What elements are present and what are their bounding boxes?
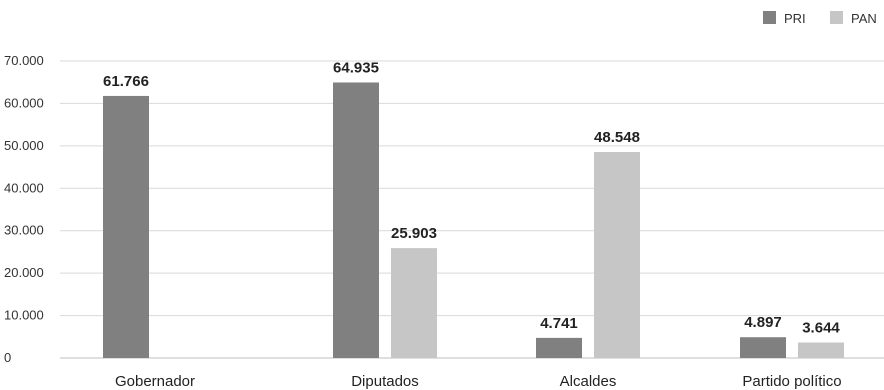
- legend-swatch-pan: [830, 11, 843, 24]
- y-tick-label: 0: [4, 350, 11, 365]
- y-tick-label: 60.000: [4, 95, 44, 110]
- data-label: 4.897: [744, 314, 782, 331]
- bar-pri-1: [333, 82, 379, 358]
- y-tick-label: 10.000: [4, 308, 44, 323]
- x-category-label: Diputados: [351, 373, 419, 390]
- y-tick-label: 70.000: [4, 53, 44, 68]
- y-axis: 0 10.000 20.000 30.000 40.000 50.000 60.000 70.…: [4, 53, 44, 365]
- bar-pri-3: [740, 337, 786, 358]
- legend-label-pri: PRI: [784, 11, 806, 26]
- y-tick-label: 30.000: [4, 223, 44, 238]
- bar-pri-2: [536, 337, 582, 358]
- data-label: 48.548: [594, 129, 640, 146]
- data-label: 4.741: [540, 315, 578, 332]
- x-category-label: Alcaldes: [560, 373, 617, 390]
- legend-swatch-pri: [763, 11, 776, 24]
- x-axis: Gobernador Diputados Alcaldes Partido polít…: [115, 373, 842, 390]
- data-label: 61.766: [103, 73, 149, 90]
- legend-label-pan: PAN: [851, 11, 877, 26]
- data-label: 64.935: [333, 59, 379, 76]
- data-label: 25.903: [391, 225, 437, 242]
- y-tick-label: 40.000: [4, 180, 44, 195]
- x-category-label: Gobernador: [115, 373, 195, 390]
- data-label: 3.644: [802, 320, 840, 337]
- bar-pan-1: [391, 248, 437, 358]
- legend: PRI PAN: [763, 11, 877, 26]
- y-tick-label: 50.000: [4, 138, 44, 153]
- bar-pan-2: [594, 152, 640, 358]
- bar-pri-0: [103, 95, 149, 359]
- x-category-label: Partido político: [742, 373, 841, 390]
- data-labels: 61.766 64.935 25.903 4.741 48.548 4.897 3.644: [103, 59, 840, 336]
- bars: [103, 82, 844, 359]
- grid-layer: [60, 60, 884, 359]
- bar-pan-3: [798, 342, 844, 358]
- y-tick-label: 20.000: [4, 265, 44, 280]
